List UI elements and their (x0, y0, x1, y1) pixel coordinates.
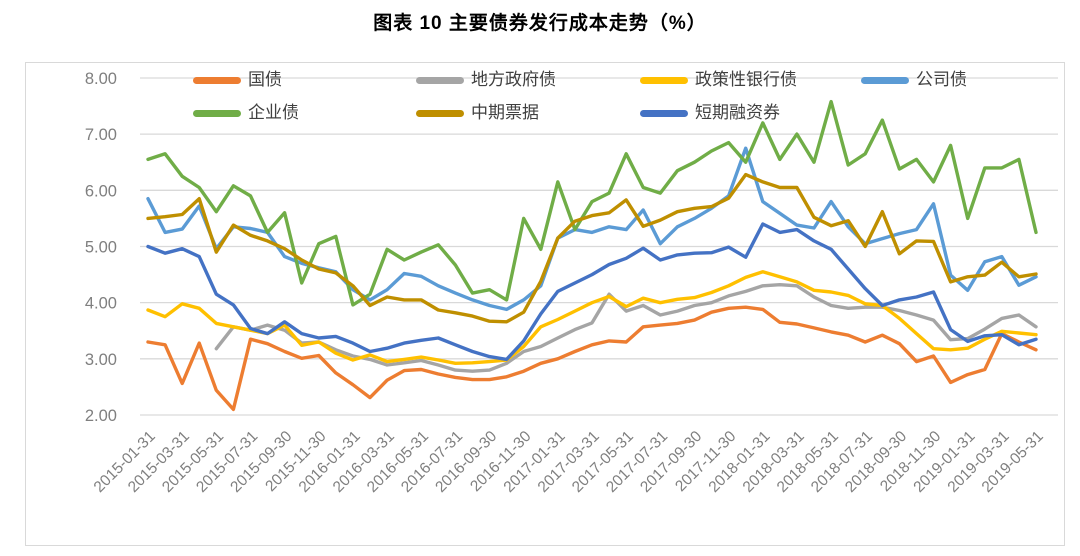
legend-swatch-local-government-bond (416, 76, 464, 84)
y-axis-tick-label: 3.00 (85, 351, 117, 369)
legend-item-enterprise-bond: 企业债 (193, 103, 299, 123)
legend-label: 地方政府债 (471, 70, 556, 89)
legend-swatch-corporate-bond (861, 76, 909, 84)
legend-swatch-medium-term-note (416, 109, 464, 117)
legend-swatch-treasury-bond (193, 76, 241, 84)
line-treasury-bond (146, 305, 1038, 412)
line-local-government-bond (214, 283, 1038, 373)
line-enterprise-bond (146, 99, 1038, 307)
legend-swatch-short-term-financing-bill (640, 109, 688, 117)
y-axis-tick-label: 8.00 (85, 70, 117, 88)
legend-label: 国债 (248, 70, 282, 89)
y-axis-tick-label: 2.00 (85, 407, 117, 425)
legend-label: 短期融资券 (695, 103, 780, 122)
legend-item-policy-bank-bond: 政策性银行债 (640, 70, 797, 90)
legend-label: 公司债 (916, 70, 967, 89)
legend-item-corporate-bond: 公司债 (861, 70, 967, 90)
legend-item-medium-term-note: 中期票据 (416, 103, 539, 123)
page-title: 图表 10 主要债券发行成本走势（%） (373, 13, 707, 34)
y-axis-tick-label: 6.00 (85, 182, 117, 200)
line-short-term-financing-bill (146, 222, 1038, 362)
legend-item-local-government-bond: 地方政府债 (416, 70, 556, 90)
y-axis-tick-label: 7.00 (85, 126, 117, 144)
legend-label: 中期票据 (471, 103, 539, 122)
legend-swatch-enterprise-bond (193, 109, 241, 117)
legend-label: 企业债 (248, 103, 299, 122)
y-axis-tick-label: 4.00 (85, 295, 117, 313)
legend-item-treasury-bond: 国债 (193, 70, 282, 90)
legend-swatch-policy-bank-bond (640, 76, 688, 84)
legend-label: 政策性银行债 (695, 70, 797, 89)
line-corporate-bond (146, 146, 1038, 312)
y-axis-tick-label: 5.00 (85, 238, 117, 256)
line-policy-bank-bond (146, 270, 1038, 365)
line-medium-term-note (146, 172, 1038, 324)
legend-item-short-term-financing-bill: 短期融资券 (640, 103, 780, 123)
